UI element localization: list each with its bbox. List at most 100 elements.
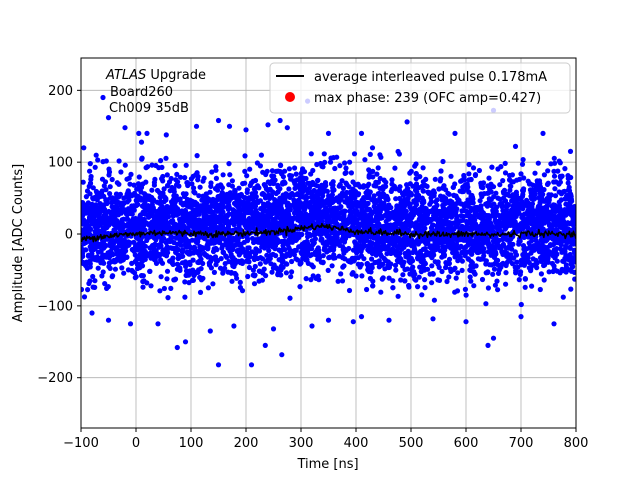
scatter-point bbox=[210, 281, 216, 287]
scatter-point bbox=[346, 245, 352, 252]
scatter-point bbox=[365, 183, 371, 189]
scatter-point bbox=[513, 270, 519, 276]
scatter-point bbox=[375, 239, 381, 245]
scatter-point bbox=[280, 243, 286, 249]
scatter-point bbox=[500, 178, 506, 184]
scatter-point bbox=[153, 260, 160, 266]
scatter-point bbox=[469, 207, 475, 213]
scatter-point bbox=[463, 292, 469, 298]
scatter-point bbox=[459, 267, 465, 273]
scatter-point bbox=[511, 255, 517, 261]
scatter-point bbox=[220, 172, 226, 178]
scatter-point bbox=[142, 192, 148, 198]
scatter-point bbox=[268, 193, 275, 199]
scatter-point bbox=[205, 246, 211, 252]
scatter-point bbox=[187, 261, 193, 268]
scatter-point bbox=[319, 236, 325, 242]
scatter-point bbox=[186, 215, 192, 221]
scatter-point bbox=[420, 165, 426, 171]
scatter-point bbox=[173, 182, 180, 188]
scatter-point bbox=[358, 253, 364, 259]
scatter-point bbox=[263, 273, 269, 279]
scatter-point bbox=[570, 264, 576, 270]
scatter-point bbox=[545, 180, 551, 186]
scatter-point bbox=[550, 242, 556, 248]
scatter-point bbox=[226, 182, 232, 188]
scatter-point bbox=[172, 276, 179, 282]
scatter-point bbox=[503, 270, 509, 276]
scatter-point bbox=[420, 246, 426, 252]
scatter-point bbox=[182, 294, 188, 300]
scatter-point bbox=[322, 245, 328, 251]
scatter-point bbox=[454, 238, 461, 244]
scatter-point bbox=[393, 267, 399, 273]
scatter-point bbox=[180, 201, 186, 207]
scatter-point bbox=[439, 268, 445, 275]
scatter-point bbox=[293, 171, 299, 177]
scatter-point bbox=[546, 194, 552, 200]
scatter-point bbox=[281, 214, 287, 220]
scatter-point bbox=[158, 158, 164, 164]
scatter-point bbox=[451, 267, 457, 273]
scatter-point bbox=[469, 227, 475, 233]
scatter-point bbox=[289, 258, 295, 265]
scatter-point bbox=[443, 187, 449, 193]
scatter-point bbox=[325, 267, 331, 273]
scatter-point bbox=[477, 198, 483, 204]
scatter-point bbox=[216, 225, 222, 231]
scatter-point bbox=[493, 258, 500, 264]
scatter-point bbox=[220, 224, 226, 230]
scatter-point bbox=[354, 217, 360, 223]
scatter-point bbox=[550, 216, 556, 222]
scatter-point bbox=[294, 177, 300, 183]
scatter-point bbox=[239, 288, 246, 294]
scatter-point bbox=[298, 232, 304, 238]
scatter-point bbox=[307, 253, 313, 259]
scatter-point bbox=[367, 151, 373, 157]
scatter-point bbox=[250, 272, 256, 278]
scatter-point bbox=[340, 264, 346, 270]
scatter-point bbox=[502, 198, 508, 204]
scatter-point bbox=[440, 158, 446, 165]
scatter-point bbox=[324, 239, 330, 245]
scatter-point bbox=[529, 238, 535, 244]
scatter-point bbox=[536, 194, 543, 201]
scatter-point bbox=[113, 247, 119, 253]
scatter-point bbox=[267, 205, 273, 211]
scatter-point bbox=[412, 248, 418, 254]
scatter-point bbox=[294, 210, 300, 216]
scatter-point bbox=[392, 165, 398, 171]
scatter-point bbox=[444, 278, 450, 285]
scatter-point bbox=[217, 237, 223, 243]
scatter-point bbox=[386, 275, 392, 281]
scatter-point bbox=[161, 285, 167, 292]
scatter-point bbox=[384, 210, 390, 216]
scatter-point bbox=[175, 222, 181, 228]
scatter-point bbox=[208, 218, 214, 224]
scatter-point bbox=[501, 249, 507, 256]
scatter-point bbox=[507, 257, 513, 264]
scatter-point bbox=[403, 254, 409, 260]
scatter-point bbox=[527, 243, 533, 250]
scatter-point bbox=[545, 259, 551, 265]
scatter-point bbox=[249, 235, 256, 242]
scatter-point bbox=[228, 270, 234, 276]
scatter-point bbox=[259, 277, 265, 283]
scatter-point bbox=[386, 264, 392, 270]
scatter-point bbox=[418, 223, 424, 229]
scatter-point bbox=[420, 188, 426, 194]
scatter-point bbox=[493, 220, 499, 226]
scatter-point bbox=[252, 185, 258, 191]
scatter-point bbox=[400, 200, 406, 206]
scatter-point bbox=[459, 208, 465, 214]
scatter-point bbox=[107, 221, 113, 227]
scatter-point bbox=[283, 240, 290, 246]
scatter-point bbox=[545, 168, 551, 174]
scatter-point bbox=[212, 213, 218, 219]
scatter-point bbox=[519, 193, 526, 199]
scatter-point bbox=[210, 239, 216, 246]
scatter-point bbox=[274, 237, 280, 243]
scatter-point bbox=[168, 234, 174, 240]
scatter-point bbox=[173, 249, 179, 255]
